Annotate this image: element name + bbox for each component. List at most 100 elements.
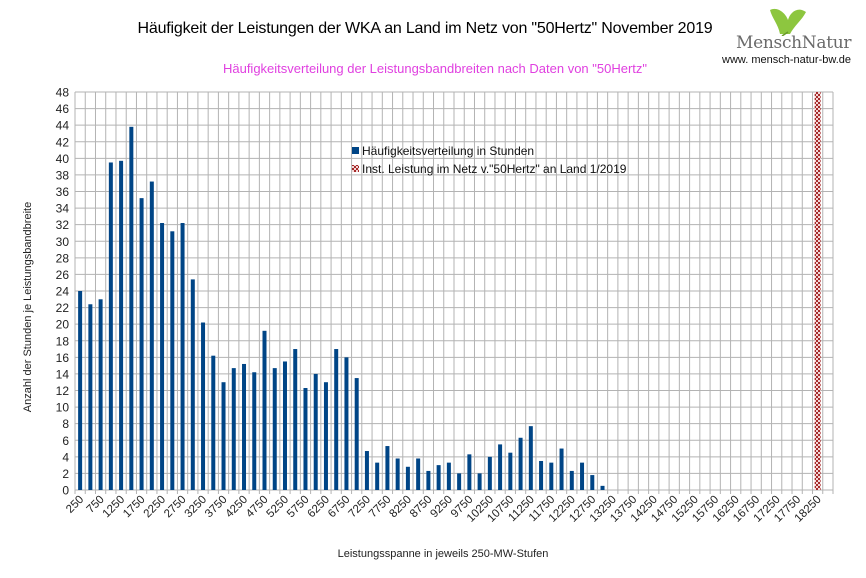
x-tick-label: 8250 — [387, 494, 414, 521]
x-tick-label: 4250 — [224, 494, 251, 521]
y-tick-label: 34 — [56, 202, 70, 216]
bar — [580, 462, 585, 490]
bar — [221, 382, 226, 490]
y-tick-label: 0 — [62, 484, 69, 498]
x-axis-ticks: 2507501250175022502750325037504250475052… — [64, 494, 824, 525]
bar — [375, 462, 380, 490]
bar — [467, 454, 472, 490]
bar — [129, 126, 134, 490]
y-tick-label: 36 — [56, 185, 70, 199]
y-tick-label: 24 — [56, 285, 70, 299]
y-tick-label: 12 — [56, 384, 70, 398]
y-tick-label: 20 — [56, 318, 70, 332]
bar — [149, 181, 154, 491]
bar — [272, 368, 277, 490]
bar — [78, 291, 83, 490]
bar — [457, 473, 462, 490]
y-tick-label: 10 — [56, 401, 70, 415]
x-tick-label: 5250 — [265, 494, 292, 521]
bar — [569, 470, 574, 490]
bar — [498, 444, 503, 490]
bar — [559, 448, 564, 490]
x-tick-label: 2750 — [162, 494, 189, 521]
x-tick-label: 3250 — [183, 494, 210, 521]
legend-swatch-marker — [352, 165, 359, 172]
chart-title: Häufigkeit der Leistungen der WKA an Lan… — [0, 20, 866, 38]
bar — [160, 223, 165, 490]
x-tick-label: 1250 — [101, 494, 128, 521]
bar — [282, 361, 287, 490]
y-tick-label: 18 — [56, 334, 70, 348]
legend-swatch-bars — [352, 147, 359, 154]
logo: MenschNatur www. mensch-natur-bw.de — [722, 4, 858, 66]
bar — [549, 462, 554, 490]
x-tick-label: 7250 — [346, 494, 373, 521]
x-tick-label: 1750 — [121, 494, 148, 521]
logo-url: www. mensch-natur-bw.de — [722, 54, 851, 66]
bar — [436, 465, 441, 490]
x-axis-title: Leistungsspanne in jeweils 250-MW-Stufen — [338, 548, 549, 560]
bar — [242, 363, 247, 490]
bar-series — [78, 126, 605, 491]
bar — [416, 458, 421, 490]
bar — [170, 231, 175, 491]
bar — [364, 451, 369, 490]
bar — [180, 223, 185, 490]
y-axis-title: Anzahl der Stunden je Leistungsbandbreit… — [22, 202, 34, 412]
bar — [139, 198, 144, 490]
bar — [190, 279, 195, 490]
chart-subtitle: Häufigkeitsverteilung der Leistungsbandb… — [0, 61, 866, 76]
x-tick-label: 5750 — [285, 494, 312, 521]
x-tick-label: 6250 — [305, 494, 332, 521]
bar — [528, 426, 533, 490]
bar — [88, 304, 93, 490]
y-tick-label: 2 — [62, 467, 69, 481]
x-tick-label: 9250 — [428, 494, 455, 521]
x-tick-label: 3750 — [203, 494, 230, 521]
bar — [211, 355, 216, 490]
y-tick-label: 26 — [56, 268, 70, 282]
ginkgo-leaf-icon — [770, 8, 806, 36]
y-tick-label: 16 — [56, 351, 70, 365]
bar — [590, 475, 595, 490]
bar — [334, 349, 339, 490]
bar — [395, 458, 400, 490]
bar — [231, 368, 236, 490]
y-tick-label: 48 — [56, 86, 70, 100]
bar — [344, 357, 349, 490]
y-tick-label: 28 — [56, 251, 70, 265]
y-tick-label: 14 — [56, 367, 70, 381]
x-tick-label: 4750 — [244, 494, 271, 521]
bar — [385, 446, 390, 490]
bar — [108, 162, 113, 490]
bar — [539, 460, 544, 490]
y-axis-ticks: 0246810121416182022242628303234363840424… — [56, 86, 70, 498]
logo-name: MenschNatur — [736, 33, 852, 53]
x-tick-label: 2250 — [142, 494, 169, 521]
bar — [518, 437, 523, 490]
y-tick-label: 44 — [56, 119, 70, 133]
bar — [119, 160, 124, 490]
x-tick-label: 7750 — [367, 494, 394, 521]
y-tick-label: 4 — [62, 450, 69, 464]
bar — [98, 299, 103, 490]
x-tick-label: 8750 — [408, 494, 435, 521]
bar — [293, 349, 298, 490]
y-tick-label: 30 — [56, 235, 70, 249]
bar — [313, 373, 318, 490]
y-tick-label: 38 — [56, 168, 70, 182]
bar — [201, 322, 206, 490]
bar — [262, 330, 267, 490]
bar — [405, 466, 410, 490]
x-tick-label: 6750 — [326, 494, 353, 521]
installed-capacity-marker — [814, 92, 821, 490]
bar — [477, 473, 482, 490]
legend-label-marker: Inst. Leistung im Netz v."50Hertz" an La… — [362, 162, 627, 176]
bar — [600, 485, 605, 490]
y-tick-label: 22 — [56, 301, 70, 315]
bar — [323, 382, 328, 490]
y-tick-label: 6 — [62, 434, 69, 448]
bar — [446, 462, 451, 490]
chart-subtitle-text: Häufigkeitsverteilung der Leistungsbandb… — [222, 61, 648, 76]
